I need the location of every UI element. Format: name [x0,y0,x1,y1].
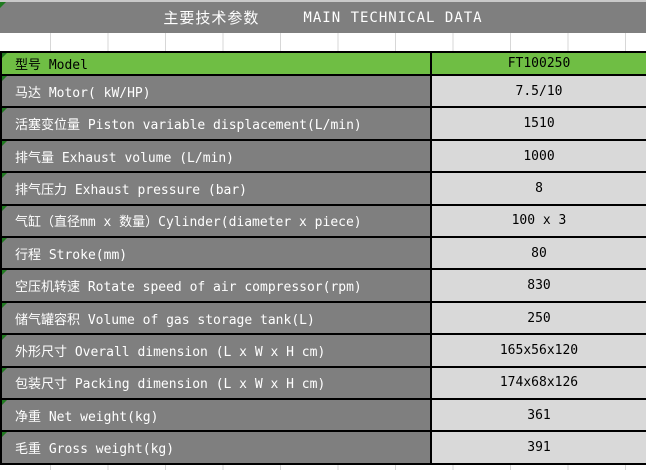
spec-label-cell[interactable]: 包装尺寸 Packing dimension (L x W x H cm) [0,365,432,401]
error-flag-icon [3,77,7,81]
error-flag-icon [3,109,7,114]
grid-bottom-strip [0,465,646,470]
error-flag-icon [0,2,6,8]
error-flag-icon [3,239,7,244]
error-flag-icon [3,54,7,58]
table-row: 马达 Motor( kW/HP) 7.5/10 [0,73,646,109]
spec-label-cell[interactable]: 活塞变位量 Piston variable displacement(L/min… [0,106,432,141]
spec-value-cell[interactable]: 100 x 3 [430,203,646,239]
spec-label-cell[interactable]: 排气压力 Exhaust pressure (bar) [0,171,432,206]
spec-label-text: 毛重 Gross weight(kg) [15,442,175,458]
spec-value-cell[interactable]: FT100250 [430,51,646,76]
table-title-bar: 主要技术参数 MAIN TECHNICAL DATA [0,2,646,33]
error-flag-icon [3,174,7,179]
table-row: 储气罐容积 Volume of gas storage tank(L) 250 [0,300,646,336]
table-row: 包装尺寸 Packing dimension (L x W x H cm) 17… [0,365,646,401]
spec-label-cell[interactable]: 气缸（直径mm x 数量）Cylinder(diameter x piece) [0,203,432,239]
spec-label-text: 型号 Model [15,58,88,73]
spec-label-text: 空压机转速 Rotate speed of air compressor(rpm… [15,280,362,296]
table-row: 毛重 Gross weight(kg) 391 [0,430,646,465]
spec-label-text: 排气压力 Exhaust pressure (bar) [15,182,248,198]
error-flag-icon [3,141,7,146]
error-flag-icon [3,368,7,373]
spec-value-cell[interactable]: 174x68x126 [430,365,646,401]
spec-value-cell[interactable]: 1510 [430,106,646,141]
table-row: 排气压力 Exhaust pressure (bar) 8 [0,171,646,206]
spec-label-cell[interactable]: 毛重 Gross weight(kg) [0,430,432,465]
spec-value-cell[interactable]: 1000 [430,138,646,174]
spec-label-cell[interactable]: 空压机转速 Rotate speed of air compressor(rpm… [0,268,432,303]
table-row: 活塞变位量 Piston variable displacement(L/min… [0,106,646,141]
title-english: MAIN TECHNICAL DATA [303,9,483,26]
error-flag-icon [3,336,7,341]
spec-label-cell[interactable]: 型号 Model [0,51,432,76]
table-row: 型号 Model FT100250 [0,51,646,76]
table-row: 空压机转速 Rotate speed of air compressor(rpm… [0,268,646,303]
spec-label-text: 外形尺寸 Overall dimension (L x W x H cm) [15,344,326,360]
spec-label-text: 气缸（直径mm x 数量）Cylinder(diameter x piece) [15,215,362,231]
table-row: 外形尺寸 Overall dimension (L x W x H cm) 16… [0,333,646,368]
sheet-top-edge [0,0,646,2]
error-flag-icon [3,303,7,308]
table-row: 净重 Net weight(kg) 361 [0,398,646,433]
spec-label-cell[interactable]: 行程 Stroke(mm) [0,236,432,271]
spec-label-text: 储气罐容积 Volume of gas storage tank(L) [15,312,315,328]
spec-label-text: 马达 Motor( kW/HP) [15,85,151,101]
error-flag-icon [3,206,7,211]
title-chinese: 主要技术参数 [163,9,260,27]
table-row: 排气量 Exhaust volume (L/min) 1000 [0,138,646,174]
spec-value-cell[interactable]: 8 [430,171,646,206]
table-row: 气缸（直径mm x 数量）Cylinder(diameter x piece) … [0,203,646,239]
spec-value-cell[interactable]: 80 [430,236,646,271]
spec-label-cell[interactable]: 净重 Net weight(kg) [0,398,432,433]
spec-label-cell[interactable]: 外形尺寸 Overall dimension (L x W x H cm) [0,333,432,368]
spec-table-body: 型号 Model FT100250 马达 Motor( kW/HP) 7.5/1… [0,51,646,465]
error-flag-icon [3,271,7,276]
spec-value-cell[interactable]: 250 [430,300,646,336]
grid-gap-row [0,33,646,51]
spec-value-cell[interactable]: 361 [430,398,646,433]
spec-label-text: 排气量 Exhaust volume (L/min) [15,150,235,166]
spec-label-cell[interactable]: 马达 Motor( kW/HP) [0,73,432,109]
spec-table: 型号 Model FT100250 马达 Motor( kW/HP) 7.5/1… [0,51,646,465]
table-row: 行程 Stroke(mm) 80 [0,236,646,271]
spec-value-cell[interactable]: 7.5/10 [430,73,646,109]
error-flag-icon [3,433,7,438]
spec-value-cell[interactable]: 391 [430,430,646,465]
spec-label-cell[interactable]: 储气罐容积 Volume of gas storage tank(L) [0,300,432,336]
spec-label-text: 净重 Net weight(kg) [15,409,159,425]
spec-label-text: 行程 Stroke(mm) [15,247,128,263]
spec-label-text: 包装尺寸 Packing dimension (L x W x H cm) [15,377,326,393]
spec-value-cell[interactable]: 830 [430,268,646,303]
error-flag-icon [3,401,7,406]
spec-label-text: 活塞变位量 Piston variable displacement(L/min… [15,118,362,134]
spec-label-cell[interactable]: 排气量 Exhaust volume (L/min) [0,138,432,174]
spec-value-cell[interactable]: 165x56x120 [430,333,646,368]
